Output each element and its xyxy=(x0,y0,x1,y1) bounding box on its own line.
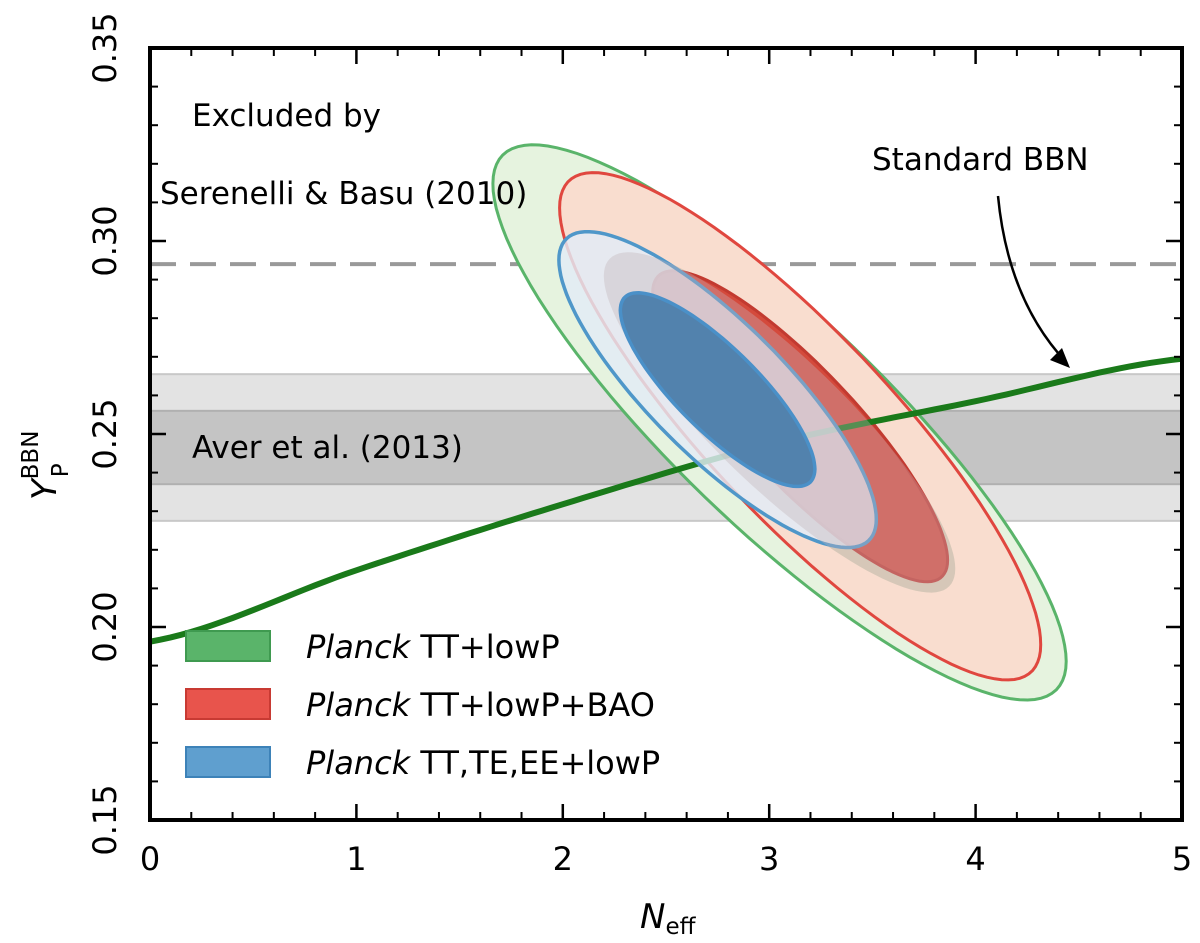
legend-label-tt-lowp-bao: Planck TT+lowP+BAO xyxy=(306,686,655,724)
x-tick-label: 2 xyxy=(553,840,573,878)
plot-frame xyxy=(148,46,1184,822)
x-tick-label: 5 xyxy=(1172,840,1192,878)
y-axis-label: YPBBN xyxy=(18,431,74,500)
legend: Planck TT+lowP Planck TT+lowP+BAO Planck… xyxy=(185,628,660,782)
contour-68-tt-te-ee-lowp xyxy=(618,291,817,489)
excluded-annotation-line1: Excluded by xyxy=(192,98,381,134)
x-tick-label: 4 xyxy=(965,840,985,878)
legend-label-tt-lowp: Planck TT+lowP xyxy=(306,628,560,666)
y-tick-label: 0.15 xyxy=(86,784,124,855)
excluded-annotation-line2: Serenelli & Basu (2010) xyxy=(160,176,527,212)
x-tick-label: 1 xyxy=(346,840,366,878)
x-tick-label: 3 xyxy=(759,840,779,878)
y-tick-label: 0.20 xyxy=(86,591,124,662)
legend-swatch-tt-lowp-bao xyxy=(185,688,271,720)
standard-bbn-annotation: Standard BBN xyxy=(872,142,1089,178)
y-tick-label: 0.25 xyxy=(86,398,124,469)
legend-swatch-tt-lowp xyxy=(185,630,271,662)
svg-text:YPBBN: YPBBN xyxy=(18,431,74,500)
x-axis-label: Neff xyxy=(640,897,697,940)
standard-bbn-arrow xyxy=(996,195,1067,363)
y-tick-label: 0.35 xyxy=(86,12,124,83)
legend-label-tt-te-ee-lowp: Planck TT,TE,EE+lowP xyxy=(306,744,660,782)
standard-bbn-curve xyxy=(150,355,1182,645)
x-tick-label: 0 xyxy=(140,840,160,878)
aver-annotation: Aver et al. (2013) xyxy=(192,430,463,466)
y-tick-label: 0.30 xyxy=(86,205,124,276)
standard-bbn-arrowhead xyxy=(1050,348,1070,368)
legend-swatch-tt-te-ee-lowp xyxy=(185,746,271,778)
